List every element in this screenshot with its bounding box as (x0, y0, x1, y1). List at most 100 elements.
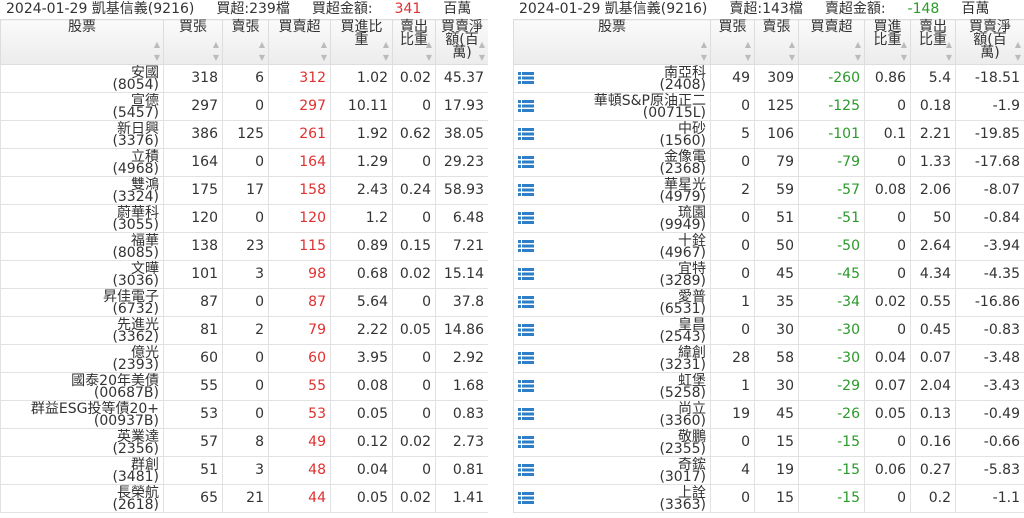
column-header[interactable]: 買賣淨額(百萬) ▲ ▼ (955, 19, 1024, 65)
value-cell: 4.34 (910, 260, 956, 289)
column-header[interactable]: 買張 ▲ ▼ (163, 19, 223, 65)
column-header[interactable]: 賣出比重 ▲ ▼ (392, 19, 436, 65)
stock-name: 蔚華科 (117, 204, 159, 221)
value-cell: 17.93 (435, 92, 488, 121)
stock-name: 緯創 (678, 344, 706, 361)
column-header[interactable]: 買進比重 ▲ ▼ (864, 19, 911, 65)
list-icon[interactable] (518, 212, 534, 225)
column-header[interactable]: 買賣淨額(百萬) ▲ ▼ (435, 19, 488, 65)
value-cell: 0 (222, 344, 269, 373)
value-cell: 2.73 (435, 428, 488, 457)
stock-code: (5258) (659, 384, 706, 401)
value-cell: -0.84 (955, 204, 1024, 233)
value-cell: 1.68 (435, 372, 488, 401)
data-row: 華星光 (4979) 2 59 -57 0.08 2.06 -8.07 (513, 176, 1024, 205)
stock-cell: 群益ESG投等債20+ (00937B) (0, 400, 164, 429)
value-cell: 1 (710, 372, 755, 401)
value-cell: 0.06 (864, 456, 911, 485)
list-icon[interactable] (518, 100, 534, 113)
stock-cell: 愛普 (6531) (513, 288, 711, 317)
list-icon[interactable] (518, 352, 534, 365)
stock-cell: 敬鵬 (2355) (513, 428, 711, 457)
value-cell: 0.07 (910, 344, 956, 373)
value-cell: 1.2 (330, 204, 393, 233)
value-cell: 19 (710, 400, 755, 429)
value-cell: 0.18 (910, 92, 956, 121)
value-cell: 1.33 (910, 148, 956, 177)
list-icon[interactable] (518, 184, 534, 197)
list-icon[interactable] (518, 324, 534, 337)
value-cell: 0 (222, 400, 269, 429)
sort-icon: ▲ ▼ (744, 40, 751, 62)
value-cell: -1.1 (955, 484, 1024, 513)
list-icon[interactable] (518, 72, 534, 85)
value-cell: 0.81 (435, 456, 488, 485)
stock-code: (4979) (659, 188, 706, 205)
value-cell: 5.64 (330, 288, 393, 317)
value-cell: 0 (392, 372, 436, 401)
stock-cell: 宣德 (5457) (0, 92, 164, 121)
data-row: 十銓 (4967) 0 50 -50 0 2.64 -3.94 (513, 232, 1024, 261)
list-icon[interactable] (518, 492, 534, 505)
list-icon[interactable] (518, 464, 534, 477)
value-cell: 1.92 (330, 120, 393, 149)
header-row: 股票 ▲ ▼ 買張 ▲ ▼ 賣張 ▲ ▼ 買賣超 ▲ ▼ 買進比重 ▲ ▼ 賣出比重 ▲ ▼ 買賣淨額(百萬) ▲ ▼ (0, 19, 488, 65)
stock-cell: 十銓 (4967) (513, 232, 711, 261)
sort-icon: ▲ ▼ (945, 40, 952, 62)
value-cell: 58.93 (435, 176, 488, 205)
sort-icon: ▲ ▼ (900, 40, 907, 62)
list-icon[interactable] (518, 128, 534, 141)
column-header[interactable]: 股票 ▲ ▼ (0, 19, 164, 65)
value-cell: 318 (163, 64, 223, 93)
sort-icon: ▲ ▼ (425, 40, 432, 62)
value-cell: -57 (798, 176, 865, 205)
stock-code: (3363) (659, 496, 706, 513)
value-cell: 6.48 (435, 204, 488, 233)
amount-label: 買超金額: (311, 1, 373, 17)
column-header[interactable]: 賣張 ▲ ▼ (222, 19, 269, 65)
value-cell: -260 (798, 64, 865, 93)
value-cell: 87 (268, 288, 331, 317)
value-cell: 2.92 (435, 344, 488, 373)
column-header[interactable]: 賣出比重 ▲ ▼ (910, 19, 956, 65)
value-cell: 0 (392, 92, 436, 121)
column-header[interactable]: 買張 ▲ ▼ (710, 19, 755, 65)
column-header[interactable]: 股票 ▲ ▼ (513, 19, 711, 65)
stock-name: 雙鴻 (131, 176, 159, 193)
data-row: 文曄 (3036) 101 3 98 0.68 0.02 15.14 (0, 260, 488, 289)
list-icon[interactable] (518, 296, 534, 309)
data-row: 中砂 (1560) 5 106 -101 0.1 2.21 -19.85 (513, 120, 1024, 149)
column-header[interactable]: 買賣超 ▲ ▼ (268, 19, 331, 65)
stock-name: 華星光 (664, 176, 706, 193)
data-row: 安國 (8054) 318 6 312 1.02 0.02 45.37 (0, 64, 488, 93)
stock-cell: 緯創 (3231) (513, 344, 711, 373)
stock-code: (2355) (659, 440, 706, 457)
data-row: 宜特 (3289) 0 45 -45 0 4.34 -4.35 (513, 260, 1024, 289)
stock-cell: 華星光 (4979) (513, 176, 711, 205)
stock-code: (5457) (112, 104, 159, 121)
column-header[interactable]: 買進比重 ▲ ▼ (330, 19, 393, 65)
stock-cell: 文曄 (3036) (0, 260, 164, 289)
list-icon[interactable] (518, 268, 534, 281)
stock-cell: 琉園 (9949) (513, 204, 711, 233)
list-icon[interactable] (518, 408, 534, 421)
table-title: 2024-01-29 凱基信義(9216) 賣超:143檔 賣超金額: -148 百萬 (513, 0, 1024, 19)
list-icon[interactable] (518, 156, 534, 169)
list-icon[interactable] (518, 436, 534, 449)
stock-cell: 宜特 (3289) (513, 260, 711, 289)
list-icon[interactable] (518, 240, 534, 253)
value-cell: 0.24 (392, 176, 436, 205)
column-header[interactable]: 賣張 ▲ ▼ (754, 19, 799, 65)
value-cell: 0 (864, 428, 911, 457)
header-label: 賣出比重 (919, 19, 947, 48)
value-cell: 49 (268, 428, 331, 457)
data-row: 國泰20年美債 (00687B) 55 0 55 0.08 0 1.68 (0, 372, 488, 401)
column-header[interactable]: 買賣超 ▲ ▼ (798, 19, 865, 65)
value-cell: 30 (754, 372, 799, 401)
stock-name: 億光 (131, 344, 159, 361)
stock-name: 宣德 (131, 92, 159, 109)
value-cell: 0.1 (864, 120, 911, 149)
value-cell: -45 (798, 260, 865, 289)
list-icon[interactable] (518, 380, 534, 393)
